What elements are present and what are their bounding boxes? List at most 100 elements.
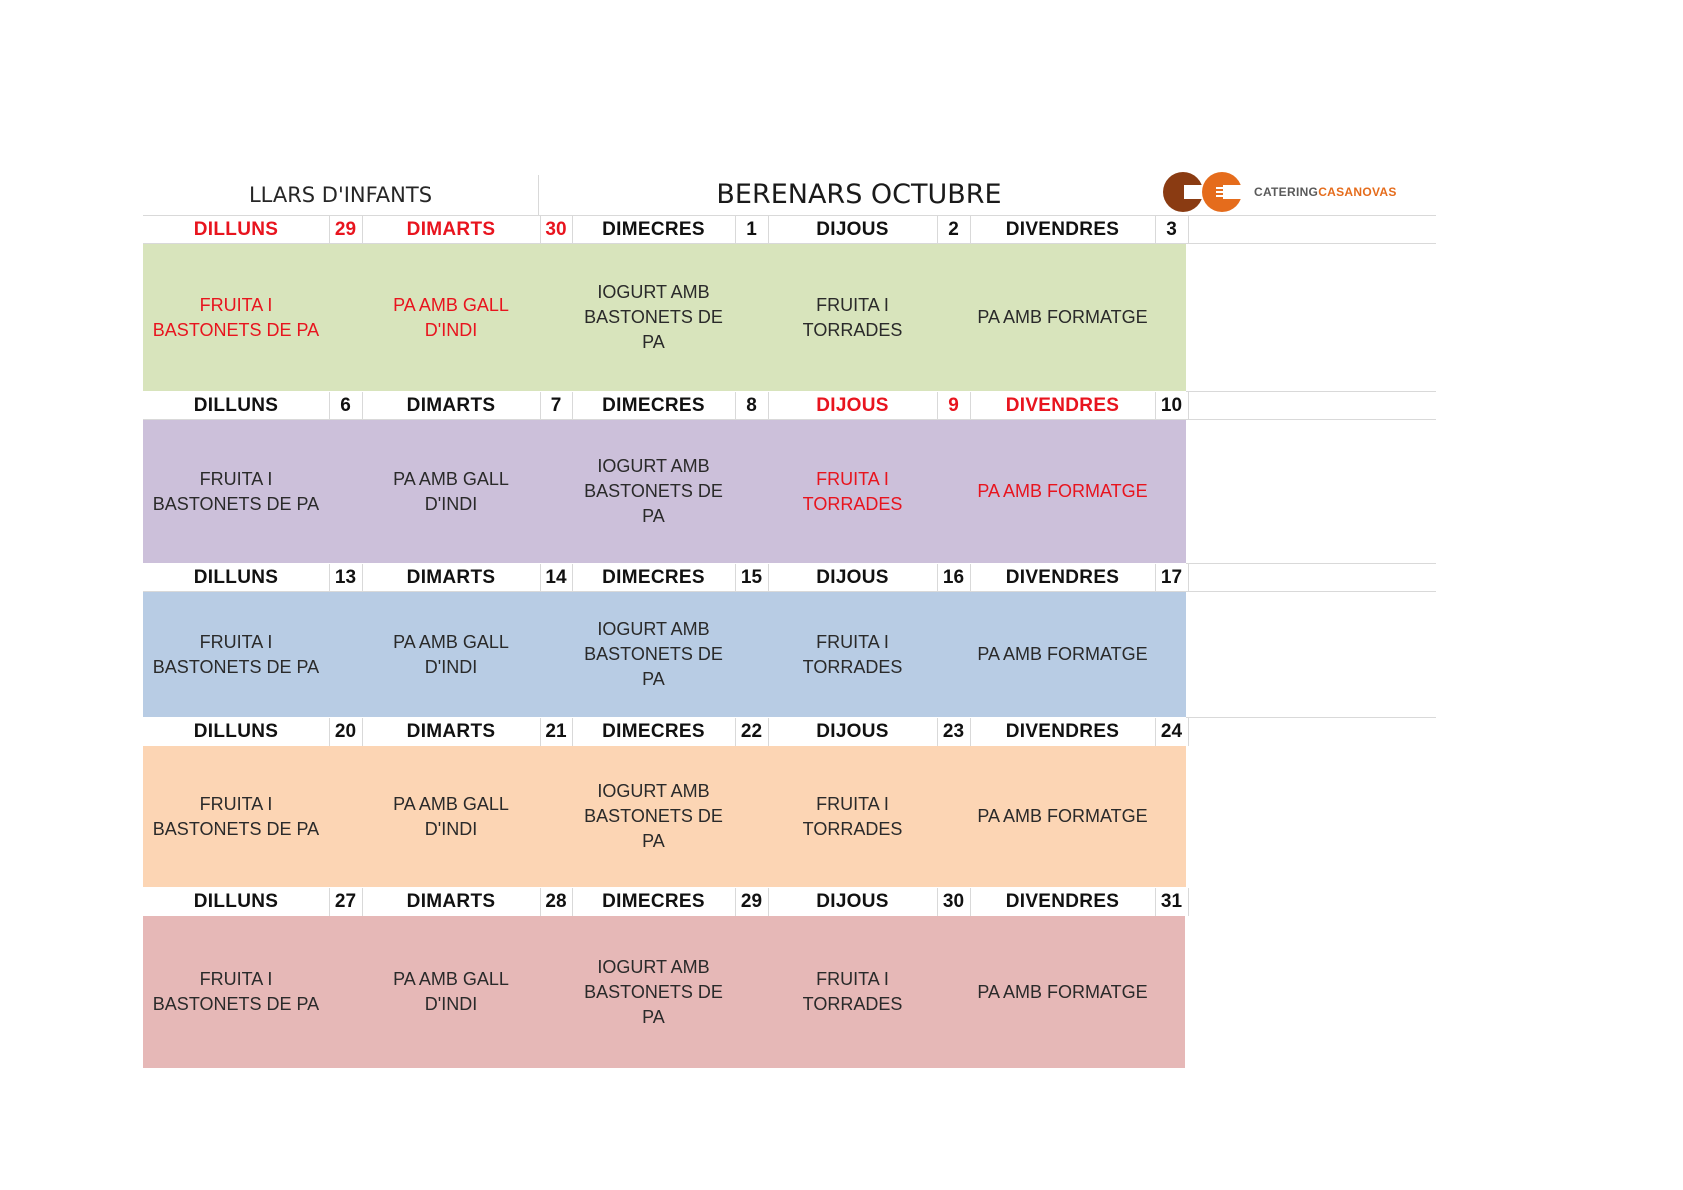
column-divider: [362, 718, 363, 746]
column-divider: [362, 888, 363, 916]
day-number: 15: [740, 567, 763, 588]
meal-cell: PA AMB FORMATGE: [970, 916, 1155, 1068]
day-name: DILLUNS: [193, 395, 279, 416]
school-label: LLARS D'INFANTS: [143, 175, 539, 215]
day-name: DIMARTS: [406, 395, 496, 416]
day-number: 23: [942, 721, 965, 742]
column-divider: [937, 392, 938, 420]
column-divider: [329, 888, 330, 916]
week-menu-band: FRUITA I BASTONETS DE PA PA AMB GALL D'INDI…: [143, 592, 1186, 717]
meal-text: PA AMB FORMATGE: [977, 806, 1148, 826]
day-number: 13: [334, 567, 357, 588]
column-divider: [768, 392, 769, 420]
day-number: 14: [545, 567, 567, 588]
meal-cell: PA AMB FORMATGE: [970, 746, 1155, 887]
meal-cell: PA AMB GALL D'INDI: [362, 916, 540, 1068]
column-divider: [970, 392, 971, 420]
meal-cell: PA AMB FORMATGE: [970, 592, 1155, 717]
column-divider: [362, 564, 363, 592]
meal-cell: FRUITA I BASTONETS DE PA: [143, 746, 329, 887]
column-divider: [735, 216, 736, 244]
column-divider: [768, 888, 769, 916]
day-number: 31: [1160, 891, 1183, 912]
column-divider: [1188, 718, 1189, 746]
meal-cell: FRUITA I BASTONETS DE PA: [143, 916, 329, 1068]
day-number: 3: [1166, 219, 1177, 240]
column-divider: [1155, 392, 1156, 420]
meal-cell: FRUITA I TORRADES: [768, 746, 937, 887]
column-divider: [1188, 888, 1189, 916]
day-name: DIMECRES: [602, 891, 705, 912]
meal-cell: PA AMB FORMATGE: [970, 420, 1155, 563]
week-header-row: DILLUNS 6 DIMARTS 7 DIMECRES 8 DIJOUS 9 DIVENDRE…: [0, 392, 1683, 420]
day-number: 30: [942, 891, 965, 912]
column-divider: [540, 718, 541, 746]
week-header-row: DILLUNS 20 DIMARTS 21 DIMECRES 22 DIJOUS 23 DIVE…: [0, 718, 1683, 746]
grid-line: [143, 243, 1436, 244]
day-number: 7: [550, 395, 562, 416]
column-divider: [329, 718, 330, 746]
week-menu-band: FRUITA I BASTONETS DE PA PA AMB GALL D'INDI…: [143, 244, 1186, 391]
meal-cell: FRUITA I BASTONETS DE PA: [143, 592, 329, 717]
meal-text: FRUITA I TORRADES: [802, 294, 903, 340]
week-menu-band: FRUITA I BASTONETS DE PA PA AMB GALL D'INDI…: [143, 420, 1186, 563]
meal-text: FRUITA I TORRADES: [802, 468, 903, 514]
day-name: DIJOUS: [816, 567, 889, 588]
column-divider: [540, 216, 541, 244]
day-name: DIVENDRES: [1005, 891, 1120, 912]
meal-cell: PA AMB GALL D'INDI: [362, 746, 540, 887]
meal-cell: PA AMB GALL D'INDI: [362, 420, 540, 563]
day-name: DIJOUS: [816, 891, 889, 912]
meal-cell: FRUITA I TORRADES: [768, 244, 937, 391]
column-divider: [329, 392, 330, 420]
column-divider: [1155, 216, 1156, 244]
page-title: BERENARS OCTUBRE: [716, 178, 1002, 210]
meal-cell: IOGURT AMB BASTONETS DE PA: [572, 420, 735, 563]
day-number: 16: [942, 567, 965, 588]
meal-text: FRUITA I TORRADES: [802, 969, 903, 1014]
column-divider: [1188, 564, 1189, 592]
column-divider: [735, 718, 736, 746]
meal-text: PA AMB FORMATGE: [977, 981, 1148, 1002]
column-divider: [572, 888, 573, 916]
day-name: DIMARTS: [406, 219, 496, 240]
meal-text: FRUITA I BASTONETS DE PA: [152, 294, 320, 340]
day-number: 24: [1160, 721, 1183, 742]
meal-text: PA AMB GALL D'INDI: [393, 793, 509, 839]
column-divider: [937, 888, 938, 916]
column-divider: [572, 216, 573, 244]
grid-line: [143, 591, 1436, 592]
column-divider: [970, 564, 971, 592]
meal-cell: PA AMB GALL D'INDI: [362, 244, 540, 391]
meal-text: FRUITA I BASTONETS DE PA: [152, 468, 320, 514]
meal-text: PA AMB GALL D'INDI: [393, 468, 509, 514]
day-name: DILLUNS: [193, 219, 279, 240]
column-divider: [937, 718, 938, 746]
week-header-row: DILLUNS 13 DIMARTS 14 DIMECRES 15 DIJOUS 16 DIVE…: [0, 564, 1683, 592]
day-number: 21: [545, 721, 567, 742]
column-divider: [1188, 216, 1189, 244]
meal-text: IOGURT AMB BASTONETS DE PA: [584, 619, 723, 689]
meal-cell: FRUITA I TORRADES: [768, 420, 937, 563]
meal-cell: FRUITA I TORRADES: [768, 592, 937, 717]
column-divider: [540, 392, 541, 420]
column-divider: [572, 392, 573, 420]
meal-cell: FRUITA I BASTONETS DE PA: [143, 420, 329, 563]
column-divider: [329, 564, 330, 592]
day-name: DIMECRES: [602, 721, 705, 742]
meal-cell: IOGURT AMB BASTONETS DE PA: [572, 244, 735, 391]
day-name: DIJOUS: [816, 395, 889, 416]
day-number: 6: [340, 395, 351, 416]
column-divider: [970, 718, 971, 746]
day-name: DIVENDRES: [1005, 395, 1120, 416]
grid-line: [1186, 391, 1436, 392]
grid-line: [1186, 563, 1436, 564]
day-name: DIMECRES: [602, 395, 705, 416]
grid-line: [143, 419, 1436, 420]
week-menu-band: FRUITA I BASTONETS DE PA PA AMB GALL D'INDI…: [143, 916, 1185, 1068]
column-divider: [768, 216, 769, 244]
day-number: 1: [746, 219, 757, 240]
meal-cell: PA AMB GALL D'INDI: [362, 592, 540, 717]
column-divider: [970, 888, 971, 916]
day-name: DIMARTS: [406, 567, 496, 588]
